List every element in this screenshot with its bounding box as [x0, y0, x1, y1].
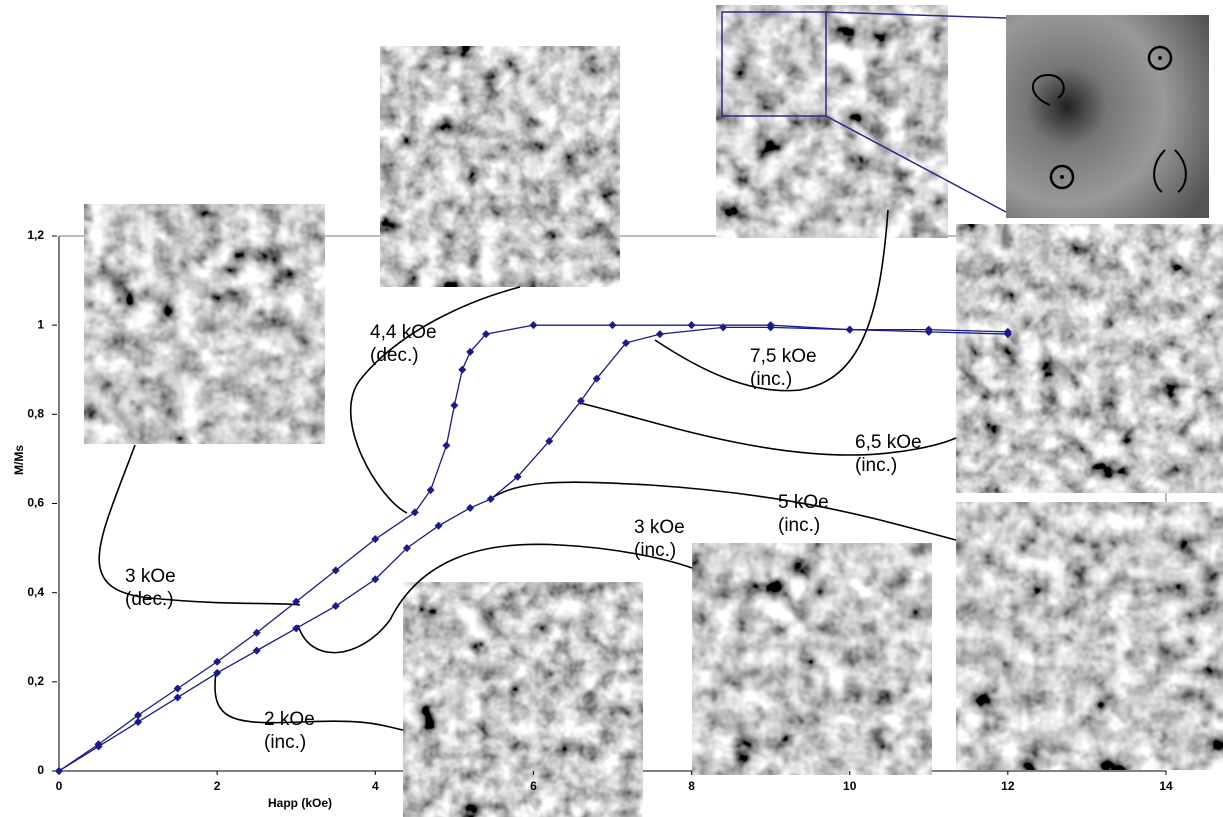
- annotation: 6,5 kOe: [855, 432, 922, 453]
- data-point: [55, 767, 63, 775]
- x-tick-label: 8: [688, 779, 695, 793]
- data-point: [655, 330, 664, 339]
- data-point: [621, 339, 630, 347]
- data-point: [845, 325, 854, 334]
- data-point: [331, 602, 340, 611]
- data-point: [292, 624, 301, 633]
- dot-symbol: [1060, 175, 1064, 179]
- rotation-arrow: [1153, 149, 1187, 193]
- data-point: [766, 321, 775, 330]
- data-point: [545, 437, 554, 446]
- data-point: [371, 535, 380, 544]
- data-point: [924, 325, 933, 334]
- annotation: (inc.): [778, 515, 820, 536]
- inset-image: [380, 46, 620, 287]
- data-point: [486, 495, 495, 504]
- x-tick-label: 0: [56, 779, 63, 793]
- leader-line: [214, 671, 404, 731]
- data-point: [481, 330, 490, 339]
- series-line: [58, 326, 1008, 772]
- data-point: [252, 646, 261, 655]
- y-tick-label: 1,2: [27, 228, 44, 242]
- data-point: [213, 657, 222, 666]
- annotation: (dec.): [125, 589, 174, 610]
- x-axis-label: Happ (kOe): [268, 796, 332, 810]
- y-tick-label: 0,6: [27, 496, 44, 510]
- data-point: [592, 374, 601, 383]
- leader-line: [489, 481, 957, 541]
- leader-line: [654, 209, 889, 392]
- y-tick-label: 0: [37, 763, 44, 777]
- annotation: 4,4 kOe: [370, 322, 437, 343]
- data-point: [410, 508, 419, 517]
- leader-line: [579, 402, 957, 456]
- dot-symbol: [1158, 56, 1162, 60]
- data-point: [513, 472, 522, 481]
- x-tick-label: 6: [530, 779, 537, 793]
- data-point: [134, 717, 143, 726]
- data-point: [94, 740, 103, 749]
- zoom-line: [825, 11, 1007, 19]
- annotation: (inc.): [634, 540, 676, 561]
- data-point: [442, 441, 451, 450]
- leader-line: [297, 543, 693, 654]
- x-tick-label: 14: [1159, 779, 1173, 793]
- data-point: [450, 401, 459, 410]
- data-point: [331, 566, 340, 575]
- inset-image: [716, 5, 948, 238]
- leader-line: [98, 444, 301, 606]
- data-point: [687, 321, 696, 330]
- data-point: [576, 396, 585, 405]
- inset-image: [956, 224, 1223, 493]
- data-point: [1003, 327, 1012, 336]
- inset-image: [692, 543, 932, 775]
- y-tick-label: 1: [37, 317, 44, 331]
- x-tick-label: 12: [1001, 779, 1015, 793]
- inset-image: [403, 582, 643, 817]
- annotation: 3 kOe: [634, 517, 685, 538]
- data-point: [529, 321, 538, 330]
- data-point: [466, 503, 475, 512]
- zoom-image: [1006, 15, 1209, 218]
- annotation: 5 kOe: [778, 492, 829, 513]
- x-tick-label: 2: [214, 779, 221, 793]
- annotation: 7,5 kOe: [750, 346, 817, 367]
- data-point: [371, 575, 380, 584]
- y-tick-label: 0,2: [27, 674, 44, 688]
- data-point: [466, 347, 475, 356]
- leader-lines: [98, 209, 957, 731]
- annotation: (inc.): [855, 455, 897, 476]
- zoom-line: [825, 115, 1007, 213]
- annotation: 3 kOe: [125, 566, 176, 587]
- data-point: [252, 628, 261, 637]
- rotation-arrow: [1031, 73, 1065, 106]
- x-tick-label: 4: [372, 779, 379, 793]
- data-point: [292, 597, 301, 606]
- dot-symbol: [1049, 164, 1075, 190]
- data-point: [608, 321, 617, 330]
- y-axis-label: M/Ms: [12, 445, 26, 475]
- data-point: [434, 521, 443, 530]
- data-point: [173, 684, 182, 693]
- y-tick-label: 0,4: [27, 585, 44, 599]
- zoom-box: [721, 11, 827, 117]
- annotation: (inc.): [750, 369, 792, 390]
- inset-image: [84, 204, 325, 444]
- leader-line: [349, 286, 521, 514]
- dot-symbol: [1147, 45, 1173, 71]
- data-point: [213, 668, 222, 677]
- x-tick-label: 10: [843, 779, 857, 793]
- inset-image: [956, 502, 1223, 770]
- data-point: [402, 544, 411, 553]
- annotation: (inc.): [264, 732, 306, 753]
- data-point: [426, 486, 435, 495]
- annotation: (dec.): [370, 345, 419, 366]
- data-point: [173, 693, 182, 702]
- y-tick-label: 0,8: [27, 407, 44, 421]
- data-point: [134, 711, 143, 720]
- inset-images: [84, 5, 1223, 817]
- data-point: [458, 365, 467, 374]
- annotation: 2 kOe: [264, 709, 315, 730]
